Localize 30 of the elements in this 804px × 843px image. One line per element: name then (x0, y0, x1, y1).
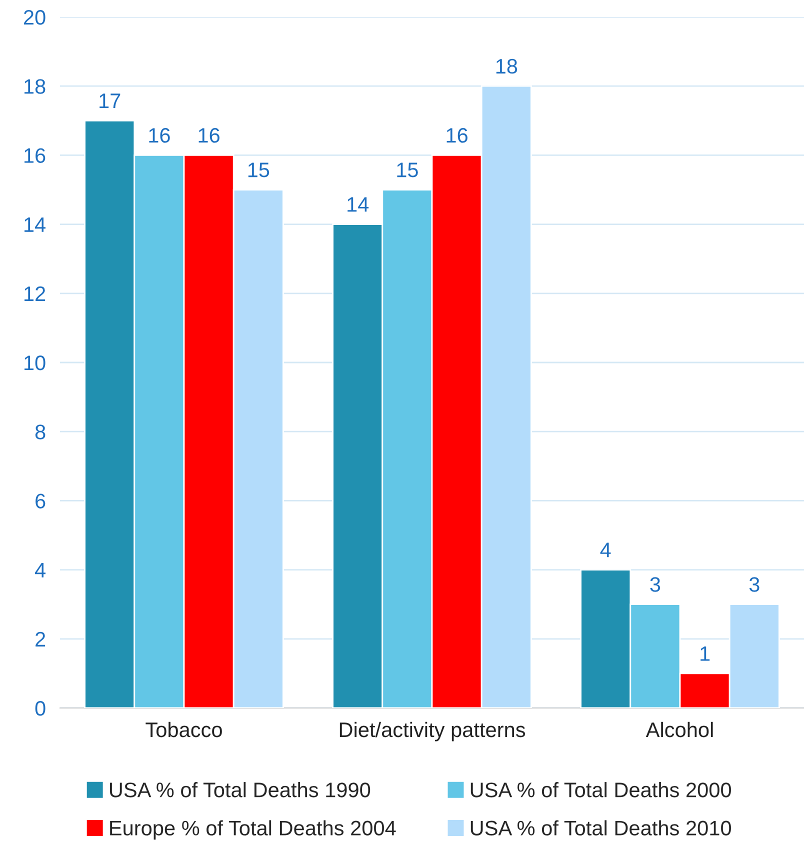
data-label: 3 (650, 577, 660, 592)
data-label: 3 (749, 577, 760, 592)
legend-label: USA % of Total Deaths 2010 (470, 820, 731, 836)
legend-label: USA % of Total Deaths 1990 (110, 782, 370, 798)
data-label: 15 (397, 162, 418, 178)
data-label: 17 (100, 94, 120, 108)
legend-label: Europe % of Total Deaths 2004 (110, 820, 396, 840)
y-tick-label: 14 (24, 218, 46, 232)
data-label: 16 (446, 128, 468, 143)
y-tick-label: 6 (36, 494, 46, 508)
y-tick-label: 10 (24, 356, 46, 370)
y-tick-label: 8 (35, 424, 46, 440)
data-label: 1 (700, 646, 710, 661)
x-tick-label: Alcohol (646, 722, 713, 738)
y-tick-label: 0 (35, 701, 46, 716)
y-tick-label: 20 (24, 10, 46, 25)
data-label: 4 (600, 542, 611, 558)
x-tick-label: Tobacco (146, 722, 222, 738)
x-tick-label: Diet/activity patterns (340, 722, 526, 742)
legend-label: USA % of Total Deaths 2000 (470, 782, 731, 798)
y-tick-label: 2 (36, 632, 46, 646)
data-label: 14 (348, 197, 369, 212)
y-tick-label: 4 (35, 563, 46, 578)
data-label: 15 (248, 162, 270, 178)
y-tick-label: 18 (24, 79, 46, 94)
data-label: 16 (198, 128, 220, 143)
data-label: 18 (496, 58, 518, 74)
y-tick-label: 16 (24, 148, 46, 163)
y-tick-label: 12 (24, 286, 46, 301)
data-label: 16 (149, 128, 170, 143)
